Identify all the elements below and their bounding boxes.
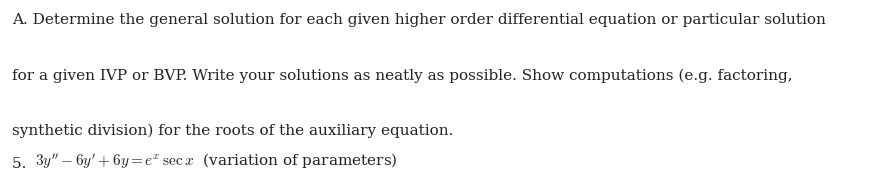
Text: synthetic division) for the roots of the auxiliary equation.: synthetic division) for the roots of the… [12,124,454,139]
Text: 5.: 5. [12,157,36,171]
Text: A. Determine the general solution for each given higher order differential equat: A. Determine the general solution for ea… [12,13,826,27]
Text: $3y'' - 6y' + 6y = e^{x}\,\mathrm{sec}\, x$  (variation of parameters): $3y'' - 6y' + 6y = e^{x}\,\mathrm{sec}\,… [35,152,397,171]
Text: for a given IVP or BVP. Write your solutions as neatly as possible. Show computa: for a given IVP or BVP. Write your solut… [12,69,793,83]
